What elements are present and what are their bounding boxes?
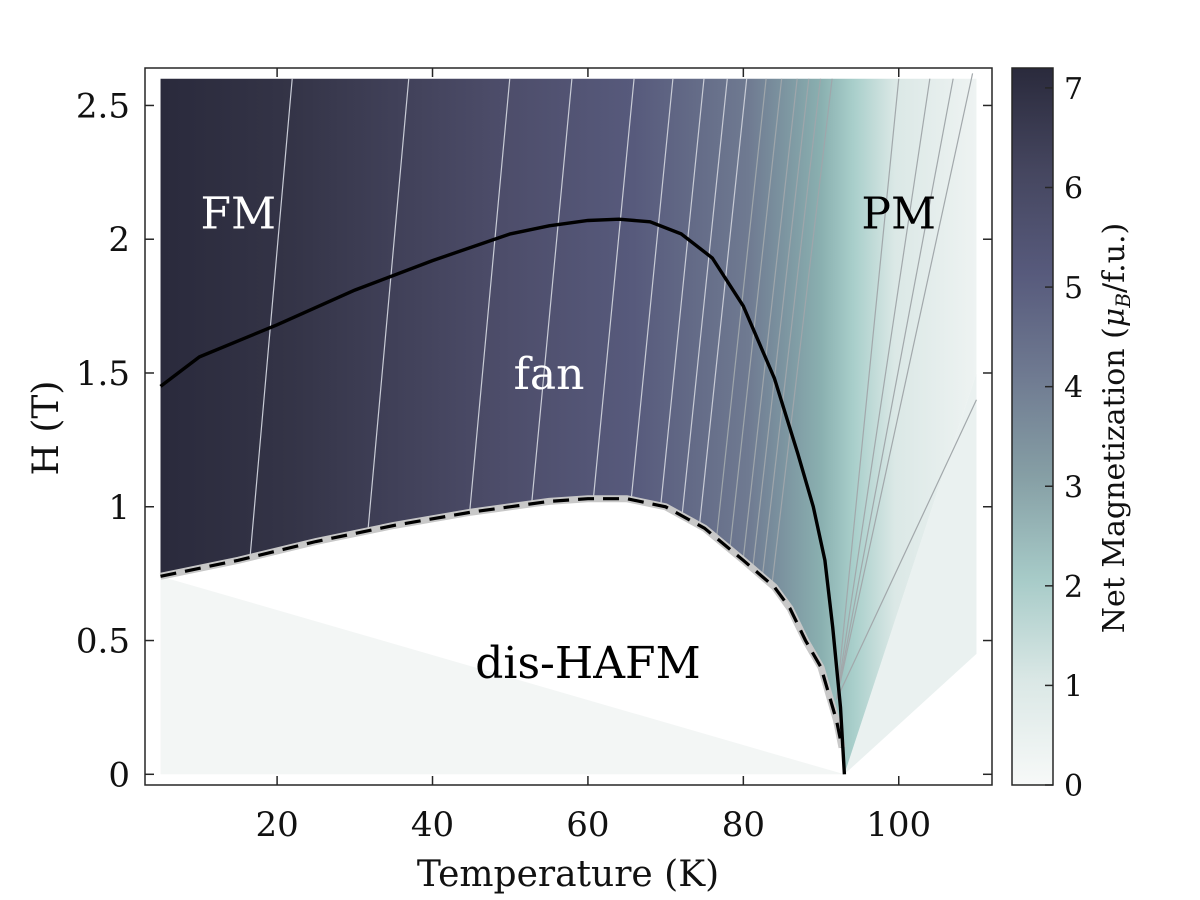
colorbar-label-sub: B [1111, 293, 1135, 309]
y-tick-label: 0.5 [76, 622, 130, 662]
y-axis-ticks: 0 0.5 1 1.5 2 2.5 [76, 86, 992, 795]
pm-contour-lines [835, 73, 978, 700]
colorbar-frame [1011, 67, 1054, 786]
x-tick-label: 80 [722, 805, 765, 845]
y-tick-label: 0 [108, 755, 130, 795]
colorbar [1012, 68, 1053, 785]
y-tick-label: 1.5 [76, 354, 130, 394]
colorbar-label: Net Magnetization (μB/f.u.) [1097, 223, 1135, 634]
y-tick-label: 2 [108, 220, 130, 260]
region-labels: FM fan PM dis-HAFM [200, 188, 936, 688]
x-tick-label: 40 [411, 805, 454, 845]
pm-contour-line [836, 399, 978, 700]
y-tick-label: 2.5 [76, 86, 130, 126]
x-axis-label: Temperature (K) [417, 854, 719, 895]
colorbar-tick-label: 0 [1064, 769, 1083, 804]
region-label-fan: fan [514, 349, 585, 400]
x-tick-label: 20 [255, 805, 298, 845]
x-tick-label: 60 [566, 805, 609, 845]
pm-field [844, 372, 977, 775]
pm-contour-line [835, 78, 931, 700]
colorbar-label-mu: μ [1097, 308, 1132, 328]
phase-boundaries [159, 217, 847, 775]
region-label-fm: FM [200, 188, 276, 239]
colorbar-tick-label: 7 [1064, 72, 1083, 107]
pm-contour-line [835, 78, 900, 700]
region-label-pm: PM [861, 188, 936, 239]
x-tick-label: 100 [866, 805, 931, 845]
colorbar-tick-label: 5 [1064, 271, 1083, 306]
colorbar-label-tail: /f.u.) [1097, 223, 1132, 293]
magnetization-field [160, 78, 977, 775]
y-tick-label: 1 [108, 488, 130, 528]
fan-boundary-solid [159, 217, 847, 775]
pm-contour-line [835, 78, 954, 700]
x-axis-ticks: 20 40 60 80 100 [255, 68, 931, 845]
pm-contour-line [836, 73, 974, 700]
region-label-dis-hafm: dis-HAFM [475, 638, 700, 689]
hafm-boundary-dashed [160, 497, 844, 748]
y-axis-label: H (T) [26, 381, 67, 476]
colorbar-tick-label: 2 [1064, 570, 1083, 605]
colorbar-tick-label: 1 [1064, 669, 1083, 704]
dis-hafm-field [160, 576, 845, 775]
colorbar-ticks: 0 1 2 3 4 5 6 7 [1045, 72, 1083, 804]
colorbar-label-main: Net Magnetization ( [1097, 327, 1132, 633]
colorbar-tick-label: 6 [1064, 172, 1083, 207]
plot-frame [144, 67, 993, 786]
colorbar-tick-label: 3 [1064, 470, 1083, 505]
colorbar-tick-label: 4 [1064, 371, 1083, 406]
